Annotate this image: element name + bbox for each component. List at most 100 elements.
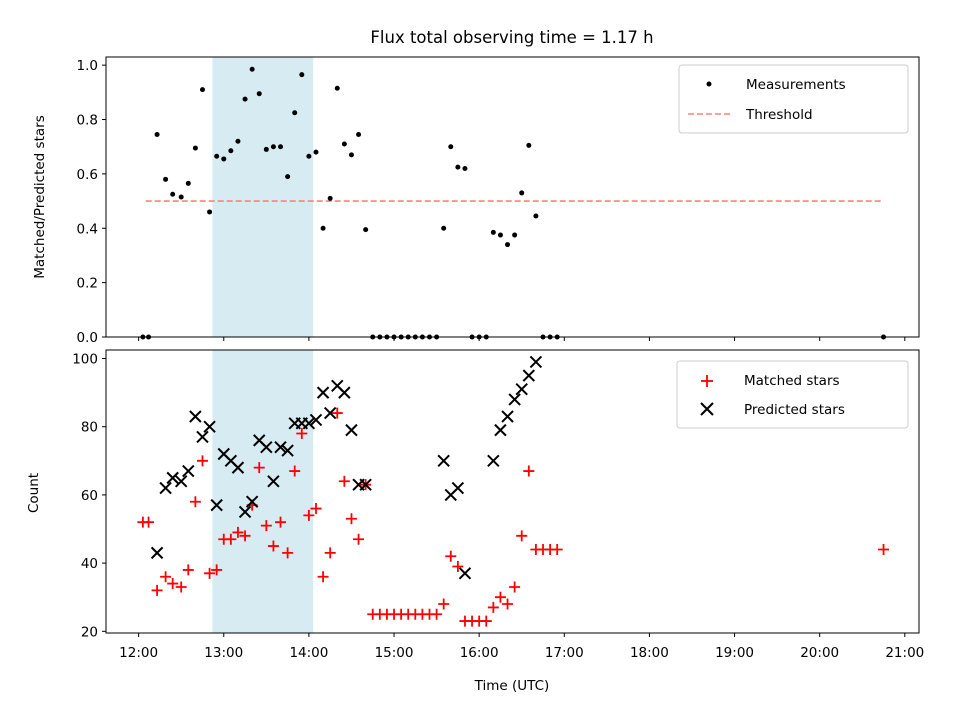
measurement-point xyxy=(242,96,248,102)
matched-star-point xyxy=(196,455,208,467)
predicted-star-point xyxy=(238,505,252,519)
matched-star-point xyxy=(324,547,336,559)
matched-star-point xyxy=(143,516,155,528)
measurement-point xyxy=(199,87,205,93)
matched-star-point xyxy=(494,591,506,603)
matched-star-point xyxy=(445,550,457,562)
measurement-point xyxy=(270,144,276,150)
x-axis-label: Time (UTC) xyxy=(474,678,550,694)
measurement-point xyxy=(441,225,447,231)
measurement-point xyxy=(313,149,319,155)
matched-star-point xyxy=(487,601,499,613)
bottom-ytick-label: 40 xyxy=(81,556,98,572)
predicted-star-point xyxy=(210,498,223,512)
shaded-interval xyxy=(212,350,314,633)
measurement-point xyxy=(341,141,347,147)
matched-star-point xyxy=(204,567,216,579)
matched-star-point xyxy=(239,530,251,542)
matched-star-point xyxy=(151,584,163,596)
matched-star-point xyxy=(282,547,294,559)
matched-star-point xyxy=(509,581,521,593)
matched-star-point xyxy=(310,503,322,515)
matched-star-point xyxy=(523,465,535,477)
predicted-star-point xyxy=(323,406,337,420)
top-ytick-label: 0.6 xyxy=(77,167,98,183)
predicted-star-point xyxy=(487,454,500,468)
legend-marker-predicted xyxy=(700,402,714,416)
predicted-star-point xyxy=(182,464,195,478)
legend-marker-matched xyxy=(701,375,713,387)
legend-label-measurements: Measurements xyxy=(746,77,846,93)
shaded-interval xyxy=(212,57,314,337)
predicted-star-point xyxy=(529,355,543,369)
measurement-point xyxy=(512,232,518,238)
predicted-star-point xyxy=(451,481,465,495)
measurement-point xyxy=(185,180,191,186)
measurement-point xyxy=(292,110,298,116)
measurement-point xyxy=(320,225,326,231)
measurement-point xyxy=(285,174,291,180)
matched-star-point xyxy=(331,407,343,419)
bottom-legend-box xyxy=(676,360,909,429)
matched-star-point xyxy=(260,520,272,532)
top-legend: Measurements Threshold xyxy=(678,64,909,134)
matched-star-point xyxy=(275,516,287,528)
bottom-ytick-label: 20 xyxy=(81,624,98,640)
x-tick-label: 17:00 xyxy=(545,645,584,661)
predicted-star-point xyxy=(338,386,351,399)
matched-star-point xyxy=(182,564,194,576)
legend-label-matched: Matched stars xyxy=(744,373,840,389)
measurement-point xyxy=(505,242,511,248)
measurement-point xyxy=(462,165,468,171)
predicted-star-point xyxy=(166,471,179,485)
x-tick-label: 14:00 xyxy=(289,645,328,661)
matched-star-point xyxy=(345,513,357,525)
measurement-point xyxy=(306,153,312,159)
measurement-point xyxy=(356,131,362,137)
measurement-point xyxy=(299,72,305,78)
matched-star-point xyxy=(480,615,492,627)
matched-star-point xyxy=(502,598,514,610)
x-tick-label: 12:00 xyxy=(119,645,158,661)
measurement-point xyxy=(192,145,198,151)
matched-star-point xyxy=(253,462,265,474)
bottom-ytick-label: 100 xyxy=(72,352,98,368)
measurement-point xyxy=(228,148,234,154)
measurement-point xyxy=(455,164,461,170)
x-tick-label: 15:00 xyxy=(375,645,414,661)
matched-star-point xyxy=(303,509,315,521)
measurement-point xyxy=(327,195,333,201)
predicted-star-point xyxy=(345,423,358,437)
matched-star-point xyxy=(431,608,443,620)
measurement-point xyxy=(163,176,169,182)
bottom-panel: 20 40 60 80 100 12:00 13:00 14:00 15:00 16:00 17:… xyxy=(26,349,924,694)
measurement-point xyxy=(221,156,227,162)
top-ytick-label: 0.8 xyxy=(77,113,98,129)
bottom-legend: Matched stars Predicted stars xyxy=(676,360,909,429)
top-panel: 0.0 0.2 0.4 0.6 0.8 1.0 Matched/Predicted sta… xyxy=(32,56,920,346)
measurement-point xyxy=(363,227,369,233)
matched-star-point xyxy=(878,543,890,555)
predicted-star-point xyxy=(302,417,316,430)
matched-star-point xyxy=(452,561,464,573)
predicted-star-point xyxy=(260,440,273,454)
measurement-point xyxy=(235,138,241,144)
matched-star-point xyxy=(438,598,450,610)
predicted-star-point xyxy=(281,444,294,457)
top-y-axis-label: Matched/Predicted stars xyxy=(32,115,48,278)
bottom-ytick-label: 60 xyxy=(81,488,98,504)
predicted-star-point xyxy=(522,369,536,382)
measurement-point xyxy=(348,152,354,158)
matched-star-point xyxy=(189,496,201,508)
matched-star-point xyxy=(225,533,237,545)
measurement-point xyxy=(178,194,184,200)
bottom-y-axis-label: Count xyxy=(26,473,42,513)
predicted-star-point xyxy=(189,410,202,423)
matched-star-point xyxy=(267,540,279,552)
predicted-star-point xyxy=(245,495,259,508)
matched-star-point xyxy=(551,543,563,555)
measurement-point xyxy=(448,144,454,150)
measurement-point xyxy=(526,142,532,148)
measurement-point xyxy=(214,153,220,159)
measurement-point xyxy=(249,66,255,72)
